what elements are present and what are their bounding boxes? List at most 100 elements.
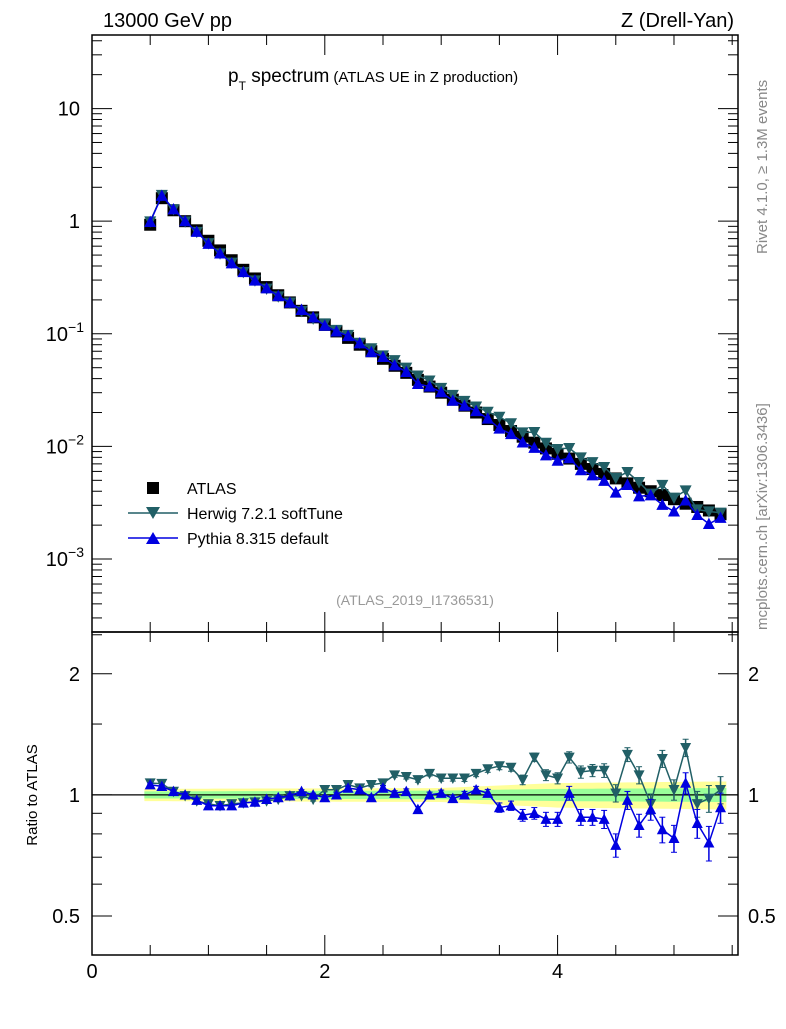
pythia-line	[149, 194, 721, 525]
x-tick-label: 2	[319, 961, 330, 983]
pythia-point	[225, 256, 238, 269]
header-left: 13000 GeV pp	[103, 10, 232, 32]
legend: ATLAS Herwig 7.2.1 softTune Pythia 8.315…	[128, 481, 343, 548]
herwig-ratio-point	[552, 773, 564, 785]
y-tick-label-4: 10−3	[46, 544, 84, 571]
herwig-point	[563, 442, 576, 455]
herwig-point	[493, 411, 506, 424]
pythia-ratio-point	[540, 813, 552, 824]
pythia-ratio-point	[715, 801, 727, 813]
herwig-ratio-point	[435, 773, 447, 785]
pythia-ratio-point	[528, 807, 540, 818]
herwig-ratio-point	[587, 765, 599, 777]
pythia-ratio-point	[435, 787, 447, 798]
y-tick-label-3: 10−2	[46, 431, 84, 458]
pythia-ratio-point	[214, 799, 226, 811]
herwig-ratio-point	[633, 770, 645, 781]
herwig-ratio-point	[412, 775, 424, 786]
herwig-point	[551, 444, 564, 456]
herwig-ratio-point	[482, 764, 494, 775]
pythia-point	[667, 505, 680, 517]
pythia-point	[376, 350, 389, 362]
pythia-ratio-point	[610, 839, 622, 850]
herwig-point	[609, 472, 622, 485]
pythia-ratio-point	[377, 782, 389, 793]
pythia-ratio-point	[389, 787, 401, 798]
side-text-top: Rivet 4.1.0, ≥ 1.3M events	[754, 80, 771, 254]
pythia-ratio-point	[191, 794, 203, 805]
legend-atlas-marker	[147, 482, 159, 494]
herwig-ratio-point	[458, 773, 470, 785]
pythia-point	[423, 380, 436, 392]
pythia-ratio-point	[296, 785, 308, 797]
pythia-ratio-point	[621, 794, 633, 805]
pythia-ratio-point	[365, 791, 377, 803]
ratio-y-tick-label-right: 2	[748, 664, 759, 686]
pythia-ratio-point	[272, 791, 284, 803]
pythia-ratio-point	[656, 823, 668, 835]
pythia-ratio-point	[237, 797, 249, 808]
pythia-ratio-point	[668, 832, 680, 843]
pythia-point	[563, 451, 576, 464]
herwig-ratio-point	[447, 773, 459, 785]
herwig-ratio-point	[656, 754, 668, 765]
herwig-point	[633, 477, 646, 489]
pythia-point	[202, 237, 215, 249]
pythia-point	[190, 225, 203, 237]
herwig-ratio-point	[505, 762, 517, 774]
header-right: Z (Drell-Yan)	[621, 10, 734, 32]
pythia-point	[644, 489, 657, 501]
pythia-ratio-point	[470, 783, 482, 795]
pythia-ratio-point	[261, 793, 273, 804]
herwig-point	[516, 427, 529, 439]
pythia-ratio-point	[633, 819, 645, 831]
pythia-point	[446, 394, 459, 406]
pythia-point	[598, 474, 611, 486]
pythia-ratio-point	[284, 789, 296, 801]
herwig-point	[539, 437, 552, 450]
y-tick-label-2: 10−1	[46, 319, 84, 346]
ratio-y-tick-label-left: 2	[69, 664, 80, 686]
pythia-point	[388, 359, 401, 371]
herwig-ratio-point	[575, 767, 587, 778]
pythia-ratio-point	[447, 792, 459, 804]
pythia-ratio-point	[458, 789, 470, 800]
pythia-ratio-point	[505, 799, 517, 811]
plot-title: pT spectrum (ATLAS UE in Z production)	[228, 66, 518, 93]
pythia-ratio-point	[517, 809, 529, 820]
side-text-bottom: mcplots.cern.ch [arXiv:1306.3436]	[754, 403, 771, 630]
pythia-point	[318, 319, 331, 331]
pythia-ratio-point	[598, 813, 610, 824]
herwig-ratio-point	[540, 770, 552, 781]
ratio-y-tick-label-left: 0.5	[52, 906, 80, 928]
herwig-ratio-point	[703, 793, 715, 805]
pythia-point	[702, 517, 715, 529]
pythia-point	[470, 404, 483, 417]
herwig-ratio-point	[517, 775, 529, 786]
pythia-point	[353, 336, 366, 349]
pythia-point	[342, 329, 355, 342]
pythia-ratio-point	[691, 817, 703, 828]
herwig-ratio-point	[319, 785, 331, 796]
pythia-point	[493, 422, 506, 434]
pythia-point	[714, 511, 727, 523]
atlas-point	[656, 489, 669, 502]
pythia-point	[516, 436, 529, 448]
pythia-ratio-point	[493, 801, 505, 813]
herwig-ratio-point	[389, 770, 401, 781]
pythia-ratio-point	[575, 811, 587, 822]
pythia-ratio-point	[482, 787, 494, 798]
pythia-point	[330, 325, 343, 337]
pythia-point	[144, 215, 157, 227]
pythia-point	[539, 448, 552, 461]
herwig-point	[621, 466, 634, 479]
legend-pythia-label: Pythia 8.315 default	[187, 531, 329, 548]
herwig-ratio-point	[470, 768, 482, 780]
pythia-ratio-point	[249, 796, 261, 807]
pythia-point	[214, 247, 227, 259]
herwig-point	[574, 452, 587, 464]
y-tick-label-0: 10	[58, 99, 80, 121]
herwig-ratio-point	[610, 788, 622, 799]
pythia-point	[551, 454, 564, 466]
pythia-ratio-point	[703, 837, 715, 848]
